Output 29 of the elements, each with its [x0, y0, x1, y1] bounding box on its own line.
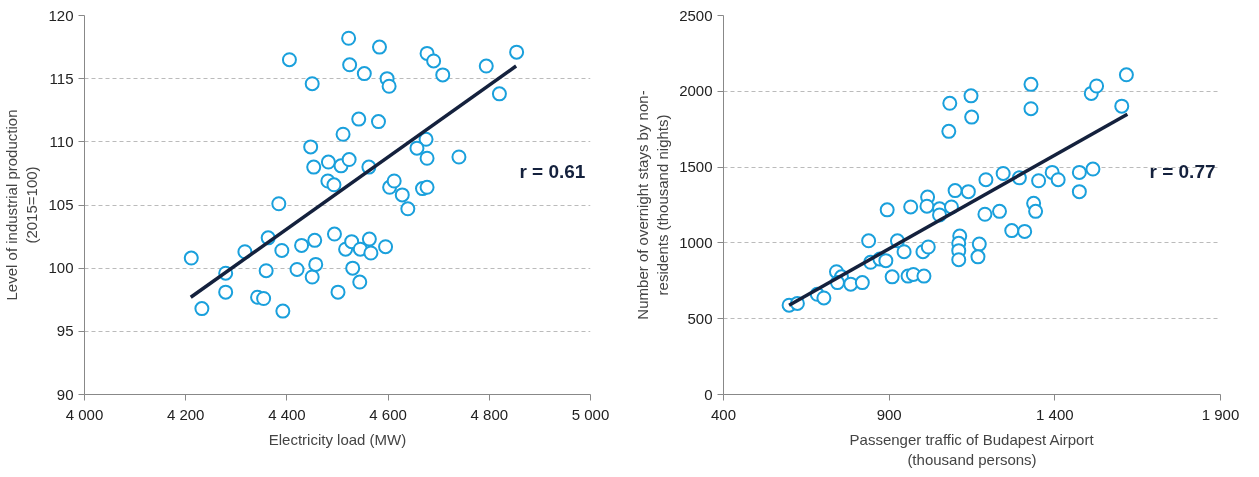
y-tick-label: 105	[48, 196, 74, 213]
y-tick-label: 2000	[679, 82, 713, 100]
x-tick-label: 1 900	[1201, 405, 1240, 423]
y-tick-label: 110	[49, 132, 74, 150]
x-tick-label: 1 400	[1036, 405, 1074, 423]
x-tick-label: 4 000	[65, 405, 104, 423]
x-tick-label: 4 800	[470, 405, 509, 423]
y-tick-label: 0	[704, 385, 713, 403]
y-tick-label: 95	[56, 322, 74, 340]
x-tick-label: 4 600	[369, 405, 407, 423]
x-tick-label: 900	[876, 405, 902, 423]
y-tick-label: 120	[48, 6, 74, 24]
annotation: r = 0.77	[1149, 161, 1216, 183]
annotation: r = 0.61	[519, 161, 586, 183]
y-axis-title: Level of industrial production (2015=100)	[3, 109, 41, 301]
y-tick-label: 1500	[679, 158, 713, 176]
x-axis-title: Electricity load (MW)	[268, 430, 407, 448]
y-tick-label: 100	[48, 259, 74, 277]
y-tick-label: 500	[687, 309, 713, 327]
x-tick-label: 4 400	[268, 405, 306, 423]
y-tick-label: 115	[49, 69, 74, 87]
y-axis-title: Number of overnight stays by non- residents (thousand nights)	[633, 90, 672, 320]
y-tick-label: 1000	[679, 233, 713, 251]
x-tick-label: 400	[710, 405, 737, 423]
x-tick-label: 4 200	[166, 405, 205, 423]
y-tick-label: 2500	[679, 6, 713, 24]
y-tick-label: 90	[56, 385, 74, 403]
x-axis-title: Passenger traffic of Budapest Airport (thousand persons)	[849, 430, 1095, 468]
x-tick-label: 5 000	[571, 405, 610, 423]
